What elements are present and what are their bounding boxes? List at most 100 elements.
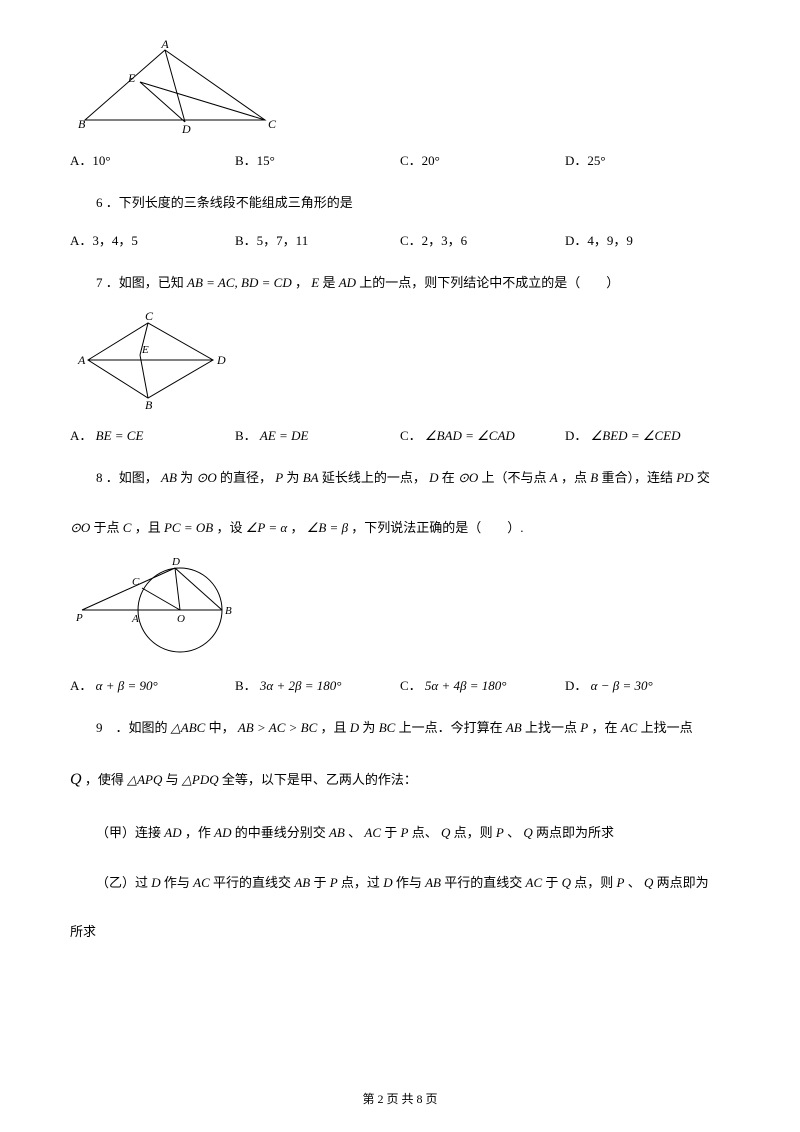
q8-opt-a: A． α + β = 90° bbox=[70, 675, 235, 694]
q8-opt-b: B． 3α + 2β = 180° bbox=[235, 675, 400, 694]
t: ，使得 bbox=[85, 772, 127, 787]
q7-ad: AD bbox=[339, 275, 356, 290]
q8-opt-d: D． α − β = 30° bbox=[565, 675, 730, 694]
m: BA bbox=[303, 470, 319, 485]
opt-math: 3α + 2β = 180° bbox=[260, 678, 342, 693]
svg-text:O: O bbox=[177, 613, 185, 625]
m: A bbox=[550, 470, 558, 485]
m: D bbox=[429, 470, 438, 485]
opt-math: AE = DE bbox=[260, 428, 308, 443]
rhombus-figure: A D C B E bbox=[70, 310, 235, 410]
t: 重合），连结 bbox=[601, 470, 676, 485]
q8-options: A． α + β = 90° B． 3α + 2β = 180° C． 5α +… bbox=[70, 675, 730, 694]
m: Q bbox=[644, 875, 653, 890]
opt-label: B． bbox=[235, 678, 257, 693]
m: P bbox=[617, 875, 625, 890]
opt-label: D． bbox=[565, 428, 587, 443]
m: AB bbox=[161, 470, 177, 485]
svg-text:B: B bbox=[225, 605, 232, 617]
m: AC bbox=[526, 875, 543, 890]
t: 为 bbox=[180, 470, 196, 485]
opt-label: A． bbox=[70, 678, 92, 693]
t: 两点即为所求 bbox=[536, 825, 614, 840]
svg-text:A: A bbox=[77, 353, 86, 367]
t: 上（不与点 bbox=[482, 470, 550, 485]
m: PC = OB bbox=[164, 520, 213, 535]
t: 中， bbox=[209, 720, 235, 735]
m: AB bbox=[425, 875, 441, 890]
t: 于点 bbox=[94, 520, 123, 535]
t: 交 bbox=[697, 470, 710, 485]
t: 上找一点 bbox=[525, 720, 580, 735]
q6-opt-c: C．2，3，6 bbox=[400, 230, 565, 249]
m: △PDQ bbox=[182, 772, 219, 787]
q7-opt-c: C． ∠BAD = ∠CAD bbox=[400, 425, 565, 444]
t: 延长线上的一点， bbox=[322, 470, 426, 485]
opt-label: A． bbox=[70, 428, 92, 443]
q7-suffix: 上的一点，则下列结论中不成立的是（ ） bbox=[359, 275, 619, 290]
m: ⊙O bbox=[458, 470, 478, 485]
svg-text:D: D bbox=[181, 122, 191, 135]
opt-math: BE = CE bbox=[96, 428, 144, 443]
q6-options: A．3，4，5 B．5，7，11 C．2，3，6 D．4，9，9 bbox=[70, 230, 730, 249]
svg-text:A: A bbox=[131, 613, 139, 625]
t: ，且 bbox=[321, 720, 350, 735]
t: 于 bbox=[384, 825, 400, 840]
m: ⊙O bbox=[70, 520, 90, 535]
q5-opt-c: C．20° bbox=[400, 150, 565, 169]
opt-label: C． bbox=[400, 428, 422, 443]
t: （甲）连接 bbox=[96, 825, 164, 840]
q8-figure: P A O B C D bbox=[70, 555, 730, 660]
m: PD bbox=[676, 470, 693, 485]
t: 9 ．如图的 bbox=[96, 720, 171, 735]
m: AB bbox=[329, 825, 345, 840]
q9-jia: （甲）连接 AD ，作 AD 的中垂线分别交 AB 、 AC 于 P 点、 Q … bbox=[70, 817, 730, 848]
q7-eq1: AB = AC, BD = CD bbox=[187, 275, 292, 290]
m: AC bbox=[193, 875, 210, 890]
t: 为 bbox=[362, 720, 378, 735]
opt-label: C． bbox=[400, 678, 422, 693]
m: △ABC bbox=[171, 720, 206, 735]
t: 为 bbox=[286, 470, 302, 485]
q7-text: 7 ．如图，已知 AB = AC, BD = CD ， E 是 AD 上的一点，… bbox=[70, 267, 730, 298]
triangle-ebdc-figure: A E B D C bbox=[70, 40, 280, 135]
m: D bbox=[151, 875, 160, 890]
t: 的直径， bbox=[220, 470, 272, 485]
svg-text:C: C bbox=[268, 117, 277, 131]
q5-options: A．10° B．15° C．20° D．25° bbox=[70, 150, 730, 169]
m: P bbox=[275, 470, 283, 485]
q6-opt-d: D．4，9，9 bbox=[565, 230, 730, 249]
m: Q bbox=[441, 825, 450, 840]
t: 作与 bbox=[164, 875, 193, 890]
q6-opt-a: A．3，4，5 bbox=[70, 230, 235, 249]
m: D bbox=[350, 720, 359, 735]
m: AB > AC > BC bbox=[238, 720, 317, 735]
m: P bbox=[401, 825, 409, 840]
q9-yi-last: 所求 bbox=[70, 916, 730, 947]
q8-text: 8 ．如图， AB 为 ⊙O 的直径， P 为 BA 延长线上的一点， D 在 … bbox=[70, 462, 730, 493]
q8-text-line2: ⊙O 于点 C ，且 PC = OB ，设 ∠P = α ， ∠B = β ，下… bbox=[70, 512, 730, 543]
q5-opt-b: B．15° bbox=[235, 150, 400, 169]
t: ，下列说法正确的是（ ）. bbox=[351, 520, 523, 535]
q7-opt-a: A． BE = CE bbox=[70, 425, 235, 444]
m: AD bbox=[214, 825, 231, 840]
opt-math: 5α + 4β = 180° bbox=[425, 678, 507, 693]
t: 上找一点 bbox=[641, 720, 693, 735]
m: B bbox=[590, 470, 598, 485]
t: 平行的直线交 bbox=[213, 875, 294, 890]
opt-math: α − β = 30° bbox=[591, 678, 653, 693]
opt-label: D． bbox=[565, 678, 587, 693]
t: 于 bbox=[313, 875, 329, 890]
m: Q bbox=[523, 825, 532, 840]
opt-label: B． bbox=[235, 428, 257, 443]
q5-opt-d: D．25° bbox=[565, 150, 730, 169]
t: 、 bbox=[348, 825, 361, 840]
m: AB bbox=[294, 875, 310, 890]
opt-math: ∠BED = ∠CED bbox=[591, 428, 681, 443]
svg-text:C: C bbox=[132, 576, 140, 588]
q7-e: E bbox=[311, 275, 319, 290]
t: ， bbox=[290, 520, 303, 535]
opt-math: α + β = 90° bbox=[96, 678, 158, 693]
q7-figure: A D C B E bbox=[70, 310, 730, 410]
q5-figure: A E B D C bbox=[70, 40, 730, 135]
